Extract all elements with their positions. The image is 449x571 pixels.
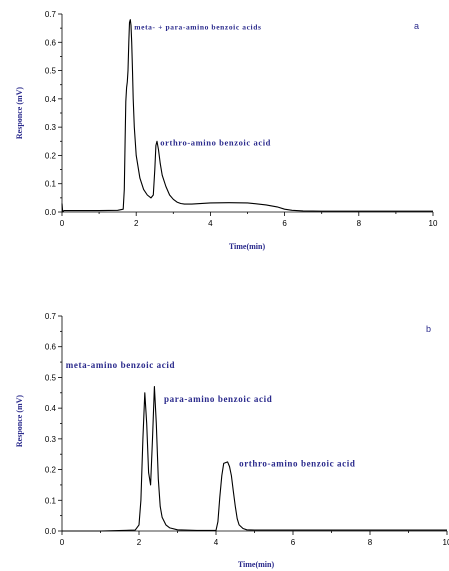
- y-tick-label: 0.3: [45, 435, 57, 444]
- y-tick-label: 0.6: [45, 38, 57, 47]
- x-tick-label: 4: [208, 219, 213, 228]
- y-axis-title: Responce (mV): [15, 395, 24, 448]
- y-tick-label: 0.5: [45, 67, 57, 76]
- y-tick-label: 0.6: [45, 343, 57, 352]
- y-tick-label: 0.5: [45, 373, 57, 382]
- ticks: 0 2 4 6 8 10 0.0 0.1 0.2 0.3 0.4 0.5 0.6 0.7: [45, 10, 438, 228]
- x-axis-title: Time(min): [229, 242, 266, 251]
- annotation-para: para-amino benzoic acid: [164, 394, 272, 404]
- panel-label: a: [414, 21, 419, 31]
- y-tick-label: 0.4: [45, 95, 57, 104]
- x-tick-label: 4: [214, 538, 219, 547]
- x-tick-label: 2: [137, 538, 142, 547]
- y-tick-label: 0.4: [45, 404, 57, 413]
- y-tick-label: 0.3: [45, 123, 57, 132]
- annotation-ortho: orthro-amino benzoic acid: [239, 459, 355, 469]
- chromatogram-trace: [62, 386, 447, 532]
- y-tick-label: 0.2: [45, 466, 57, 475]
- chart-panel-b: 0 2 4 6 8 10 0.0 0.1 0.2 0.3 0.4 0.5 0.6 0.7 Time(min…: [15, 312, 449, 569]
- chromatogram-trace: [61, 19, 433, 213]
- annotation-meta-para: meta- + para-amino benzoic acids: [134, 23, 261, 32]
- ticks: 0 2 4 6 8 10 0.0 0.1 0.2 0.3 0.4 0.5 0.6 0.7: [45, 312, 449, 547]
- annotation-ortho: orthro-amino benzoic acid: [160, 138, 271, 148]
- x-tick-label: 10: [443, 538, 449, 547]
- y-tick-label: 0.0: [45, 208, 57, 217]
- x-tick-label: 8: [368, 538, 373, 547]
- x-tick-label: 6: [282, 219, 287, 228]
- x-tick-label: 8: [357, 219, 362, 228]
- y-tick-label: 0.7: [45, 10, 57, 19]
- y-tick-label: 0.2: [45, 151, 57, 160]
- x-tick-label: 2: [134, 219, 139, 228]
- y-axis-title: Responce (mV): [15, 87, 24, 140]
- x-axis-title: Time(min): [238, 560, 275, 569]
- panel-label: b: [426, 324, 431, 334]
- x-tick-label: 10: [429, 219, 438, 228]
- x-tick-label: 0: [60, 538, 65, 547]
- x-tick-label: 0: [60, 219, 65, 228]
- chart-panel-a: 0 2 4 6 8 10 0.0 0.1 0.2 0.3 0.4 0.5 0.6 0.7 Time(min…: [15, 10, 438, 251]
- y-tick-label: 0.1: [45, 496, 57, 505]
- x-tick-label: 6: [291, 538, 296, 547]
- y-tick-label: 0.7: [45, 312, 57, 321]
- y-tick-label: 0.0: [45, 527, 57, 536]
- y-tick-label: 0.1: [45, 180, 57, 189]
- annotation-meta: meta-amino benzoic acid: [66, 360, 175, 370]
